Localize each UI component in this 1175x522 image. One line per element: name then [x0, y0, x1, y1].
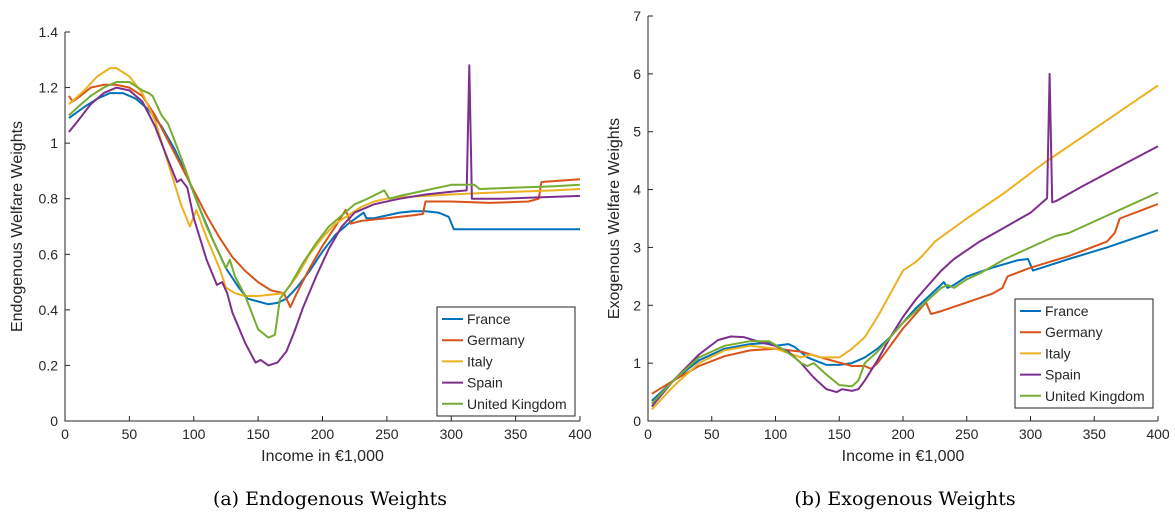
caption-a: (a) Endogenous Weights: [213, 488, 447, 510]
y-tick-label: 0.6: [39, 246, 59, 262]
y-tick-label: 2: [633, 297, 641, 313]
x-tick-label: 250: [955, 426, 979, 442]
x-tick-label: 100: [182, 426, 206, 442]
y-tick-label: 3: [633, 239, 641, 255]
y-tick-label: 0.8: [39, 191, 59, 207]
x-axis-label: Income in €1,000: [842, 448, 965, 465]
x-tick-label: 400: [1146, 426, 1170, 442]
legend-entry: Italy: [467, 353, 493, 369]
y-tick-label: 7: [633, 8, 641, 24]
x-tick-label: 50: [122, 426, 138, 442]
chart-endogenous: 0 50 100 150 200 250 300 350 400 0 0.2 0.4 0.6 0.8 1 1.…: [9, 24, 592, 465]
y-axis-label: Endogenous Welfare Weights: [9, 121, 26, 332]
y-tick-label: 4: [633, 182, 641, 198]
legend-entry: France: [1045, 303, 1089, 319]
legend-entry: Germany: [1045, 324, 1103, 340]
x-tick-label: 300: [1019, 426, 1043, 442]
y-tick-label: 1.4: [39, 24, 59, 40]
x-tick-label: 250: [375, 426, 399, 442]
series-line-italy: [651, 84, 1159, 411]
y-tick-label: 1: [50, 135, 58, 151]
series-line-united-kingdom: [68, 81, 581, 339]
y-tick-label: 1: [633, 355, 641, 371]
series-line-united-kingdom: [651, 191, 1159, 405]
x-tick-label: 400: [568, 426, 592, 442]
caption-b: (b) Exogenous Weights: [794, 488, 1015, 510]
legend-entry: Spain: [467, 375, 503, 391]
x-tick-label: 0: [61, 426, 69, 442]
legend-entry: United Kingdom: [1045, 388, 1145, 404]
series-line-spain: [68, 64, 581, 367]
series-line-spain: [651, 72, 1159, 408]
x-tick-label: 100: [764, 426, 788, 442]
x-tick-label: 200: [891, 426, 915, 442]
y-tick-label: 6: [633, 66, 641, 82]
x-tick-label: 0: [644, 426, 652, 442]
x-tick-label: 350: [504, 426, 528, 442]
x-tick-label: 150: [246, 426, 270, 442]
x-axis-label: Income in €1,000: [261, 448, 384, 465]
y-tick-label: 0: [50, 413, 58, 429]
legend-entry: Germany: [467, 332, 525, 348]
y-axis-label: Exogenous Welfare Weights: [606, 118, 623, 319]
y-tick-label: 1.2: [39, 80, 59, 96]
x-tick-label: 350: [1083, 426, 1107, 442]
y-tick-label: 0.4: [39, 302, 59, 318]
x-tick-label: 300: [440, 426, 464, 442]
chart-exogenous: 0 50 100 150 200 250 300 350 400 0 1 2 3 4 5 6 7 Income i…: [606, 8, 1170, 465]
x-tick-label: 50: [704, 426, 720, 442]
legend-entry: France: [467, 311, 511, 327]
legend-entry: United Kingdom: [467, 396, 567, 412]
x-tick-label: 200: [311, 426, 335, 442]
series-line-italy: [68, 67, 581, 297]
y-tick-label: 5: [633, 124, 641, 140]
x-tick-label: 150: [828, 426, 852, 442]
y-tick-label: 0.2: [39, 357, 59, 373]
legend-entry: Italy: [1045, 345, 1071, 361]
y-tick-label: 0: [633, 413, 641, 429]
legend-entry: Spain: [1045, 367, 1081, 383]
series-line-germany: [68, 83, 581, 309]
series-line-germany: [651, 203, 1159, 395]
